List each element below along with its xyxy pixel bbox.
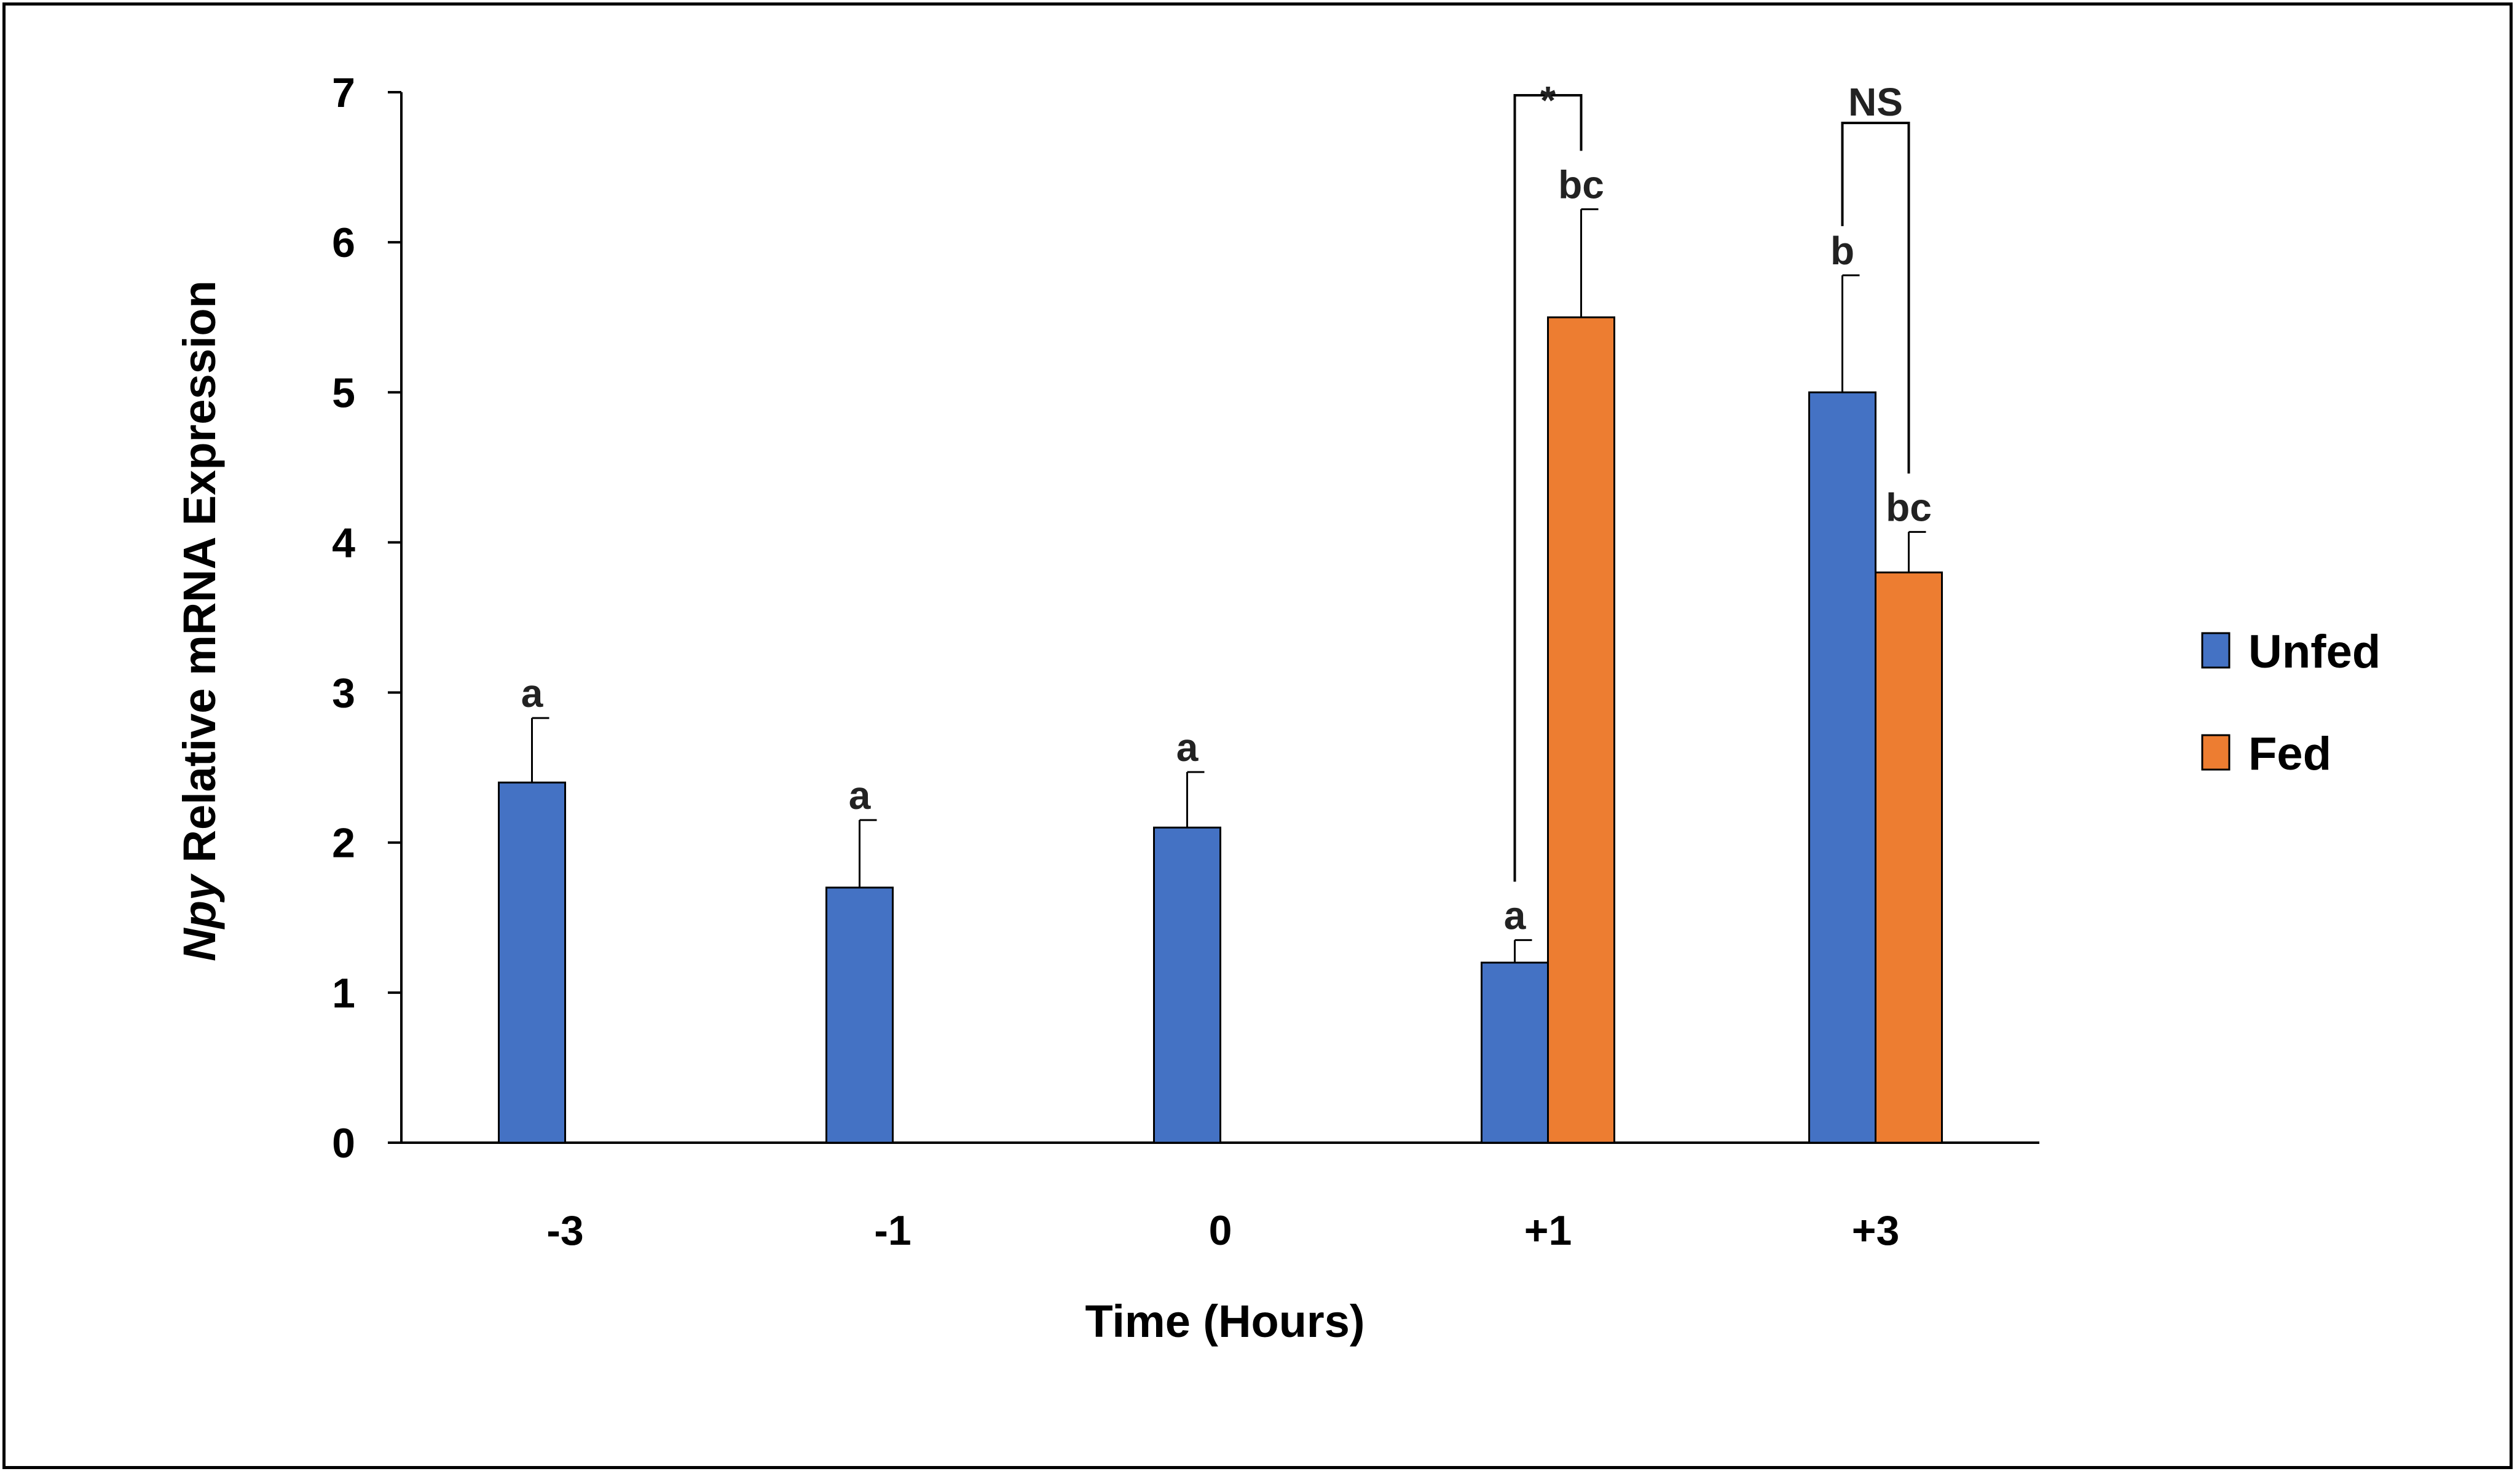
legend-swatch-fed bbox=[2201, 734, 2231, 771]
x-tick-label: +3 bbox=[1852, 1207, 1900, 1254]
significance-letter: a bbox=[1176, 725, 1199, 770]
y-axis-title-gene: Npy bbox=[174, 873, 225, 961]
significance-letter: a bbox=[1504, 893, 1526, 937]
bar-fed-+1 bbox=[1547, 316, 1615, 1144]
y-tick-label: 0 bbox=[332, 1120, 355, 1167]
legend-label-fed: Fed bbox=[2248, 728, 2331, 780]
y-tick-label: 4 bbox=[332, 519, 355, 566]
x-axis-title: Time (Hours) bbox=[1085, 1296, 1364, 1347]
y-tick-label: 5 bbox=[332, 369, 355, 416]
significance-letter: a bbox=[521, 671, 543, 715]
legend-label-unfed: Unfed bbox=[2248, 626, 2380, 678]
y-tick-label: 1 bbox=[332, 970, 355, 1017]
y-tick-label: 2 bbox=[332, 820, 355, 867]
bar-unfed--3 bbox=[498, 781, 566, 1144]
comparison-bracket bbox=[1841, 122, 1910, 474]
bar-unfed-+1 bbox=[1481, 961, 1549, 1144]
y-tick-label: 6 bbox=[332, 219, 355, 266]
significance-letter: b bbox=[1830, 229, 1854, 273]
comparison-bracket bbox=[1513, 94, 1583, 882]
legend: Unfed Fed bbox=[2201, 626, 2380, 780]
bar-unfed-+3 bbox=[1808, 391, 1876, 1144]
bar-fed-+3 bbox=[1875, 571, 1943, 1144]
y-tick-label: 7 bbox=[332, 69, 355, 116]
significance-letter: bc bbox=[1558, 162, 1604, 207]
bar-unfed--1 bbox=[825, 886, 894, 1144]
y-axis-title: Npy Relative mRNA Expression bbox=[174, 280, 225, 961]
x-tick-label: +1 bbox=[1524, 1207, 1572, 1254]
significance-letter: a bbox=[849, 773, 871, 818]
comparison-label: * bbox=[1540, 78, 1556, 122]
comparison-label: NS bbox=[1848, 80, 1903, 124]
bar-unfed-0 bbox=[1153, 826, 1221, 1144]
y-tick-label: 3 bbox=[332, 670, 355, 717]
significance-letter: bc bbox=[1886, 485, 1932, 529]
x-tick-label: -1 bbox=[874, 1207, 911, 1254]
x-tick-label: 0 bbox=[1209, 1207, 1232, 1254]
x-tick-label: -3 bbox=[546, 1207, 583, 1254]
legend-swatch-unfed bbox=[2201, 632, 2231, 669]
y-axis-title-text: Relative mRNA Expression bbox=[174, 280, 225, 875]
